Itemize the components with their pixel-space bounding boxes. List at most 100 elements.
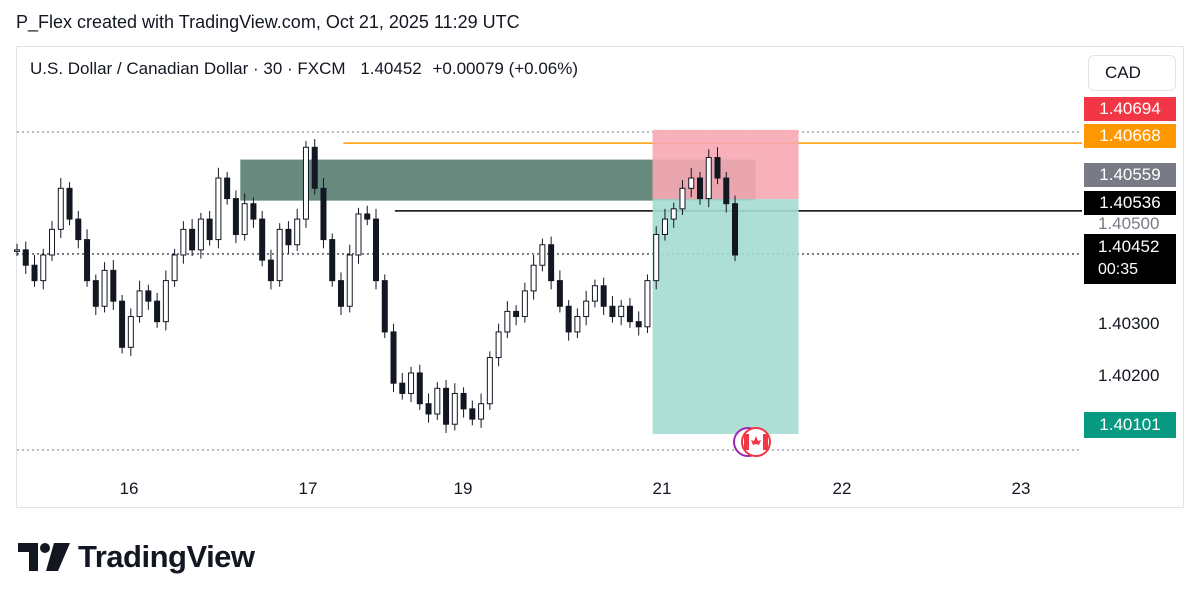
candle-body <box>267 259 274 282</box>
candle-body <box>49 228 56 256</box>
candle-body <box>565 305 572 333</box>
candle-body <box>171 254 178 282</box>
candle-body <box>696 177 703 200</box>
tradingview-logo[interactable]: TradingView <box>18 539 255 574</box>
candle-body <box>355 213 362 256</box>
axis-tick-140200: 1.40200 <box>1098 366 1160 385</box>
candle-body <box>469 408 476 420</box>
candle-body <box>705 157 712 200</box>
candle-body <box>618 305 625 318</box>
candle-body <box>232 198 239 235</box>
candle-body <box>425 403 432 415</box>
axis-tick-140500: 1.40500 <box>1098 214 1160 233</box>
candle-body <box>197 218 204 251</box>
price-label-target: 1.40101 <box>1084 412 1176 438</box>
candle-body <box>644 280 651 328</box>
candle-body <box>460 392 467 410</box>
candle-body <box>495 331 502 359</box>
candle-body <box>92 280 99 307</box>
candle-body <box>75 218 82 241</box>
x-tick-label: 23 <box>1012 479 1031 498</box>
x-tick-label: 19 <box>454 479 473 498</box>
candle-body <box>22 249 29 266</box>
candle-body <box>180 228 187 256</box>
candle-body <box>670 208 677 220</box>
price-label-horizontal: 1.40536 <box>1084 191 1176 215</box>
candle-body <box>101 269 108 307</box>
candle-body <box>486 357 493 405</box>
x-tick-label: 21 <box>653 479 672 498</box>
candle-body <box>215 177 222 241</box>
candle-body <box>556 280 563 307</box>
candle-body <box>609 305 616 318</box>
candle-body <box>31 264 38 282</box>
candle-body <box>302 146 309 220</box>
price-label-entry: 1.40559 <box>1084 163 1176 187</box>
candle-body <box>530 264 537 292</box>
candle-body <box>337 280 344 307</box>
candle-body <box>574 316 581 333</box>
candle-body <box>294 218 301 246</box>
candle-body <box>626 305 633 323</box>
candle-body <box>714 157 721 179</box>
candle-body <box>381 280 388 333</box>
symbol-name: U.S. Dollar / Canadian Dollar · 30 · FXC… <box>30 59 346 78</box>
bar-countdown: 00:35 <box>1098 261 1139 278</box>
candle-body <box>329 239 336 282</box>
candle-body <box>364 213 371 220</box>
candle-body <box>285 228 292 246</box>
brand-name: TradingView <box>78 539 255 574</box>
candle-body <box>416 372 423 405</box>
candle-body <box>259 218 266 261</box>
candle-body <box>635 321 642 328</box>
candle-body <box>224 177 231 200</box>
x-tick-label: 17 <box>299 479 318 498</box>
candle-body <box>119 300 126 348</box>
canada-flag-icon[interactable] <box>733 427 771 457</box>
candle-body <box>136 290 143 318</box>
candle-body <box>250 203 257 220</box>
price-label-resistance: 1.40668 <box>1084 124 1176 148</box>
candle-body <box>504 310 511 333</box>
price-label-stop: 1.40694 <box>1084 97 1176 121</box>
candle-body <box>84 239 91 282</box>
last-price: 1.40452 <box>360 59 422 78</box>
candle-body <box>539 244 546 266</box>
candle-body <box>110 269 117 302</box>
candle-body <box>276 228 283 282</box>
candle-body <box>145 290 152 302</box>
symbol-legend[interactable]: U.S. Dollar / Canadian Dollar · 30 · FXC… <box>30 59 578 79</box>
candle-body <box>154 300 161 323</box>
candle-body <box>320 187 327 241</box>
attribution-header: P_Flex created with TradingView.com, Oct… <box>16 12 520 32</box>
currency-button[interactable]: CAD <box>1088 55 1176 91</box>
candle-body <box>346 254 353 307</box>
candle-body <box>206 218 213 241</box>
candle-body <box>241 203 248 235</box>
axis-tick-140300: 1.40300 <box>1098 314 1160 333</box>
x-tick-label: 16 <box>120 479 139 498</box>
candle-body <box>127 316 134 348</box>
candle-body <box>373 218 380 282</box>
candle-body <box>408 372 415 394</box>
candle-body <box>390 331 397 384</box>
candle-body <box>591 285 598 302</box>
candle-body <box>162 280 169 323</box>
candle-body <box>478 403 485 420</box>
candle-body <box>451 392 458 425</box>
price-label-current: 1.40452 <box>1084 234 1176 284</box>
candle-body <box>688 177 695 189</box>
x-tick-label: 22 <box>833 479 852 498</box>
candle-body <box>661 218 668 235</box>
candle-body <box>443 387 450 425</box>
candle-body <box>57 187 64 230</box>
candle-body <box>653 233 660 282</box>
candle-body <box>679 187 686 210</box>
candle-body <box>732 203 739 256</box>
candle-body <box>189 228 196 251</box>
candle-body <box>311 146 318 189</box>
candle-body <box>521 290 528 318</box>
chart-frame <box>16 46 1184 508</box>
candle-body <box>434 387 441 415</box>
